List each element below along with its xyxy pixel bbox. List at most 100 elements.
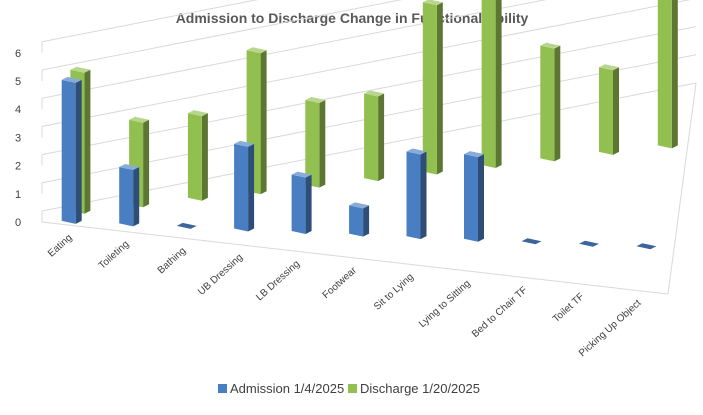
bar-s0-0 [61, 76, 82, 224]
y-tick-label: 1 [15, 189, 21, 201]
y-tick-label: 5 [15, 76, 21, 88]
bar-s0-2 [176, 222, 197, 229]
bar-s0-10 [636, 243, 657, 250]
y-axis-ticks: 0 1 2 3 4 5 6 [15, 48, 21, 229]
y-tick-label: 3 [15, 132, 21, 144]
x-tick-label: Picking Up Object [577, 298, 644, 360]
y-tick-label: 4 [15, 104, 21, 116]
bar-s0-5-side [363, 205, 370, 237]
bar-s0-6-side [420, 151, 427, 240]
bar-s0-3 [234, 140, 255, 232]
y-tick-label: 2 [15, 161, 21, 173]
x-tick-label: Toilet TF [551, 291, 587, 325]
bar-s1-2-front [187, 113, 202, 201]
bar-s1-4-front [305, 100, 320, 188]
bar-s1-9-side [613, 67, 619, 155]
x-tick-label: Toileting [97, 239, 132, 272]
legend-label-discharge: Discharge 1/20/2025 [360, 381, 480, 396]
bar-s1-0-side [84, 69, 91, 214]
bar-s1-7-side [495, 0, 502, 168]
gridline [41, 0, 403, 71]
gridline [41, 0, 547, 99]
bar-s0-4-top [291, 171, 312, 178]
bar-s1-5-top [364, 90, 385, 97]
bar-s0-0-top [61, 76, 82, 83]
bar-s0-7-top [464, 151, 484, 158]
bar-s1-4-top [305, 97, 326, 103]
bar-s1-8 [540, 42, 561, 162]
bar-s1-8-side [554, 45, 561, 162]
bar-s1-6-top [422, 0, 443, 6]
x-tick-label: Bathing [156, 245, 189, 276]
bar-s0-0-front [61, 79, 76, 224]
bar-s0-4-side [305, 174, 312, 234]
bar-s0-8 [521, 238, 542, 245]
bar-s1-6-front [422, 2, 437, 175]
bar-s0-5-top [349, 202, 370, 209]
bar-s1-5-side [378, 93, 385, 182]
bar-s1-3-side [260, 50, 267, 195]
legend: Admission 1/4/2025 Discharge 1/20/2025 [218, 381, 480, 396]
gridline [41, 0, 691, 127]
bar-s1-9 [599, 64, 619, 155]
bars [61, 0, 678, 250]
x-tick-label: UB Dressing [196, 252, 245, 298]
floor-edge [667, 82, 697, 295]
legend-swatch-admission [218, 384, 227, 393]
y-tick-label: 0 [15, 217, 21, 229]
bar-s0-5-front [349, 205, 364, 237]
bar-s0-5 [349, 202, 370, 237]
x-tick-label: Sit to Lying [372, 272, 416, 313]
x-tick-label: Lying to Sitting [417, 278, 473, 330]
bar-s0-3-top [234, 140, 255, 147]
bar-s0-1-front [119, 167, 134, 227]
legend-label-admission: Admission 1/4/2025 [230, 381, 344, 396]
bar-s1-7 [481, 0, 502, 168]
x-tick-label: Footwear [321, 265, 360, 302]
bar-s1-7-front [481, 0, 496, 168]
bar-s0-1-top [119, 164, 140, 170]
bar-s0-4-front [291, 174, 306, 234]
bar-s1-6 [422, 0, 443, 175]
y-tick-label: 6 [15, 48, 21, 60]
bar-s0-1-side [133, 167, 140, 227]
x-tick-label: Eating [46, 232, 74, 259]
bar-s0-6-top [406, 148, 427, 155]
bar-s0-3-front [234, 143, 249, 232]
legend-swatch-discharge [348, 384, 357, 393]
bar-s0-4 [291, 171, 312, 234]
bar-s1-10-side [671, 0, 678, 149]
gridline [41, 0, 259, 43]
bar-s0-0-side [75, 79, 82, 224]
bar-s0-7-side [478, 154, 484, 242]
bar-s0-8-face [521, 238, 542, 245]
bar-s1-2-top [187, 110, 208, 117]
gridlines [41, 0, 697, 295]
bar-s1-4-side [319, 100, 326, 188]
bar-s1-9-front [599, 67, 613, 155]
bar-s1-3-top [246, 47, 267, 54]
bar-s1-5-front [364, 93, 379, 182]
bar-s0-2-face [176, 222, 197, 229]
bar-s1-6-side [436, 2, 443, 175]
bar-s0-9-face [579, 240, 599, 247]
bar-s1-1-top [129, 116, 150, 123]
bar-s1-2-side [201, 113, 208, 201]
bar-s1-0-top [70, 66, 91, 73]
bar-s1-10 [657, 0, 678, 149]
bar-s1-5 [364, 90, 385, 182]
chart-title: Admission to Discharge Change in Functio… [176, 10, 529, 26]
bar-s0-6-front [406, 151, 421, 240]
bar-s0-6 [406, 148, 427, 240]
bar-s0-7 [464, 151, 484, 242]
bar-s1-2 [187, 110, 208, 201]
bar-s0-7-front [464, 154, 478, 242]
bar-s0-1 [119, 164, 140, 227]
bar-s1-9-top [599, 64, 619, 71]
bar-s0-3-side [248, 143, 255, 232]
bar-s1-1-side [143, 119, 150, 208]
bar-s0-10-face [636, 243, 657, 250]
bar-s1-10-front [657, 0, 672, 149]
